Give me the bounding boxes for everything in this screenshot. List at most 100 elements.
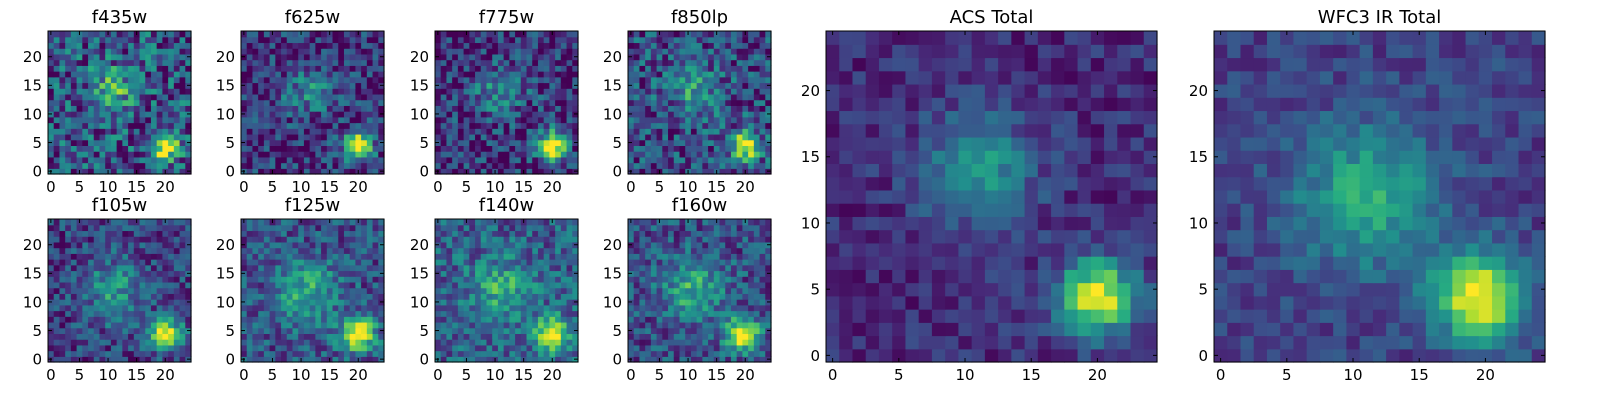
heatmap-cell xyxy=(742,99,749,106)
heatmap-cell xyxy=(145,219,152,226)
heatmap-cell xyxy=(650,36,658,44)
heatmap-cell xyxy=(338,310,345,317)
heatmap-cell xyxy=(275,156,282,164)
heatmap-cell xyxy=(753,151,761,158)
heatmap-cell xyxy=(321,105,328,112)
heatmap-cell xyxy=(566,111,573,118)
heatmap-cell xyxy=(59,281,66,289)
heatmap-cell xyxy=(520,133,528,141)
heatmap-cell xyxy=(656,128,663,135)
heatmap-cell xyxy=(452,333,459,340)
heatmap-cell xyxy=(355,145,362,152)
heatmap-cell xyxy=(452,76,459,84)
heatmap-cell xyxy=(275,31,282,38)
heatmap-cell xyxy=(93,299,101,306)
heatmap-cell xyxy=(355,71,362,78)
heatmap-cell xyxy=(469,276,476,283)
heatmap-cell xyxy=(65,88,72,95)
heatmap-cell xyxy=(70,293,78,300)
heatmap-cell xyxy=(128,253,135,260)
heatmap-cell xyxy=(650,151,658,158)
heatmap-cell xyxy=(70,99,78,106)
heatmap-cell xyxy=(252,168,259,175)
heatmap-cell xyxy=(99,224,106,232)
heatmap-cell xyxy=(168,111,175,118)
heatmap-cell xyxy=(258,310,265,317)
heatmap-cell xyxy=(326,316,334,323)
heatmap-cell xyxy=(116,71,123,78)
heatmap-cell xyxy=(366,31,374,38)
heatmap-cell xyxy=(173,31,181,38)
heatmap-cell xyxy=(116,293,123,300)
heatmap-cell xyxy=(537,224,545,232)
heatmap-cell xyxy=(286,224,294,232)
heatmap-cell xyxy=(76,156,83,164)
heatmap-cell xyxy=(742,71,749,78)
heatmap-cell xyxy=(492,287,499,294)
heatmap-cell xyxy=(730,36,738,44)
heatmap-cell xyxy=(88,76,95,84)
heatmap-cell xyxy=(730,316,738,323)
heatmap-cell xyxy=(88,281,95,289)
heatmap-cell xyxy=(275,151,282,158)
heatmap-cell xyxy=(309,339,316,346)
heatmap-cell xyxy=(361,139,368,146)
heatmap-cell xyxy=(509,230,516,237)
heatmap-cell xyxy=(275,133,282,141)
heatmap-cell xyxy=(520,105,528,112)
heatmap-cell xyxy=(532,253,539,260)
heatmap-cell xyxy=(560,287,568,294)
heatmap-cell xyxy=(241,65,248,72)
heatmap-cell xyxy=(633,111,641,118)
heatmap-cell xyxy=(702,53,709,61)
heatmap-cell xyxy=(673,105,681,112)
heatmap-cell xyxy=(303,219,311,226)
heatmap-cell xyxy=(560,48,568,55)
heatmap-cell xyxy=(70,48,78,55)
heatmap-cell xyxy=(549,156,556,164)
heatmap-cell xyxy=(275,299,282,306)
heatmap-cell xyxy=(725,36,732,44)
heatmap-cell xyxy=(753,287,761,294)
heatmap-cell xyxy=(572,293,579,300)
heatmap-cell xyxy=(303,59,311,66)
heatmap-cell xyxy=(168,99,175,106)
heatmap-cell xyxy=(742,128,749,135)
heatmap-cell xyxy=(765,287,772,294)
heatmap-cell xyxy=(349,350,356,357)
heatmap-cell xyxy=(435,105,442,112)
heatmap-cell xyxy=(673,116,681,124)
heatmap-cell xyxy=(168,224,175,232)
heatmap-cell xyxy=(480,316,488,323)
heatmap-cell xyxy=(725,350,732,357)
heatmap-cell xyxy=(48,264,55,272)
heatmap-cells xyxy=(628,219,772,363)
heatmap-cell xyxy=(708,304,715,312)
x-tick-label: 15 xyxy=(320,178,339,196)
heatmap-cell xyxy=(241,48,248,55)
heatmap-cell xyxy=(252,259,259,266)
heatmap-cell xyxy=(286,270,294,277)
heatmap-cell xyxy=(372,293,379,300)
heatmap-cell xyxy=(366,53,374,61)
heatmap-cell xyxy=(139,304,146,312)
heatmap-cell xyxy=(366,270,374,277)
heatmap-cell xyxy=(708,293,715,300)
heatmap-cell xyxy=(281,71,288,78)
heatmap-cell xyxy=(122,321,129,329)
heatmap-cell xyxy=(543,304,550,312)
heatmap-cell xyxy=(633,53,641,61)
heatmap-cell xyxy=(566,139,573,146)
heatmap-cell xyxy=(440,247,448,254)
heatmap-cell xyxy=(497,236,505,243)
heatmap-cell xyxy=(53,356,61,363)
heatmap-cell xyxy=(650,122,658,129)
heatmap-cell xyxy=(309,321,316,329)
heatmap-cell xyxy=(372,224,379,232)
heatmap-cell xyxy=(446,224,453,232)
heatmap-cell xyxy=(492,156,499,164)
heatmap-cell xyxy=(515,76,522,84)
heatmap-cell xyxy=(116,162,123,169)
heatmap-cell xyxy=(309,71,316,78)
